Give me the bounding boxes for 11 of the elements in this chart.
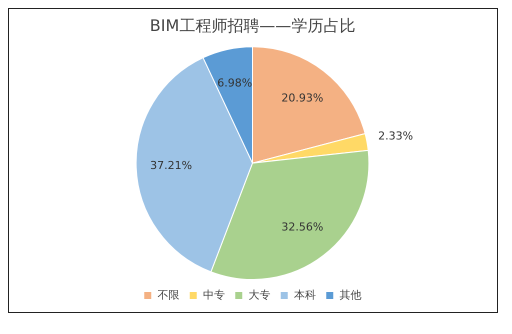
legend-label: 本科 bbox=[294, 288, 316, 302]
legend-label: 其他 bbox=[339, 288, 362, 302]
chart-title: BIM工程师招聘——学历占比 bbox=[150, 16, 356, 35]
legend-label: 大专 bbox=[248, 288, 270, 302]
data-label: 2.33% bbox=[378, 130, 414, 143]
data-label: 32.56% bbox=[281, 220, 324, 234]
data-label: 20.93% bbox=[281, 91, 324, 104]
data-label: 6.98% bbox=[217, 76, 252, 90]
legend-label: 不限 bbox=[157, 288, 180, 302]
data-label: 37.21% bbox=[150, 158, 192, 172]
legend-label: 中专 bbox=[202, 288, 225, 302]
